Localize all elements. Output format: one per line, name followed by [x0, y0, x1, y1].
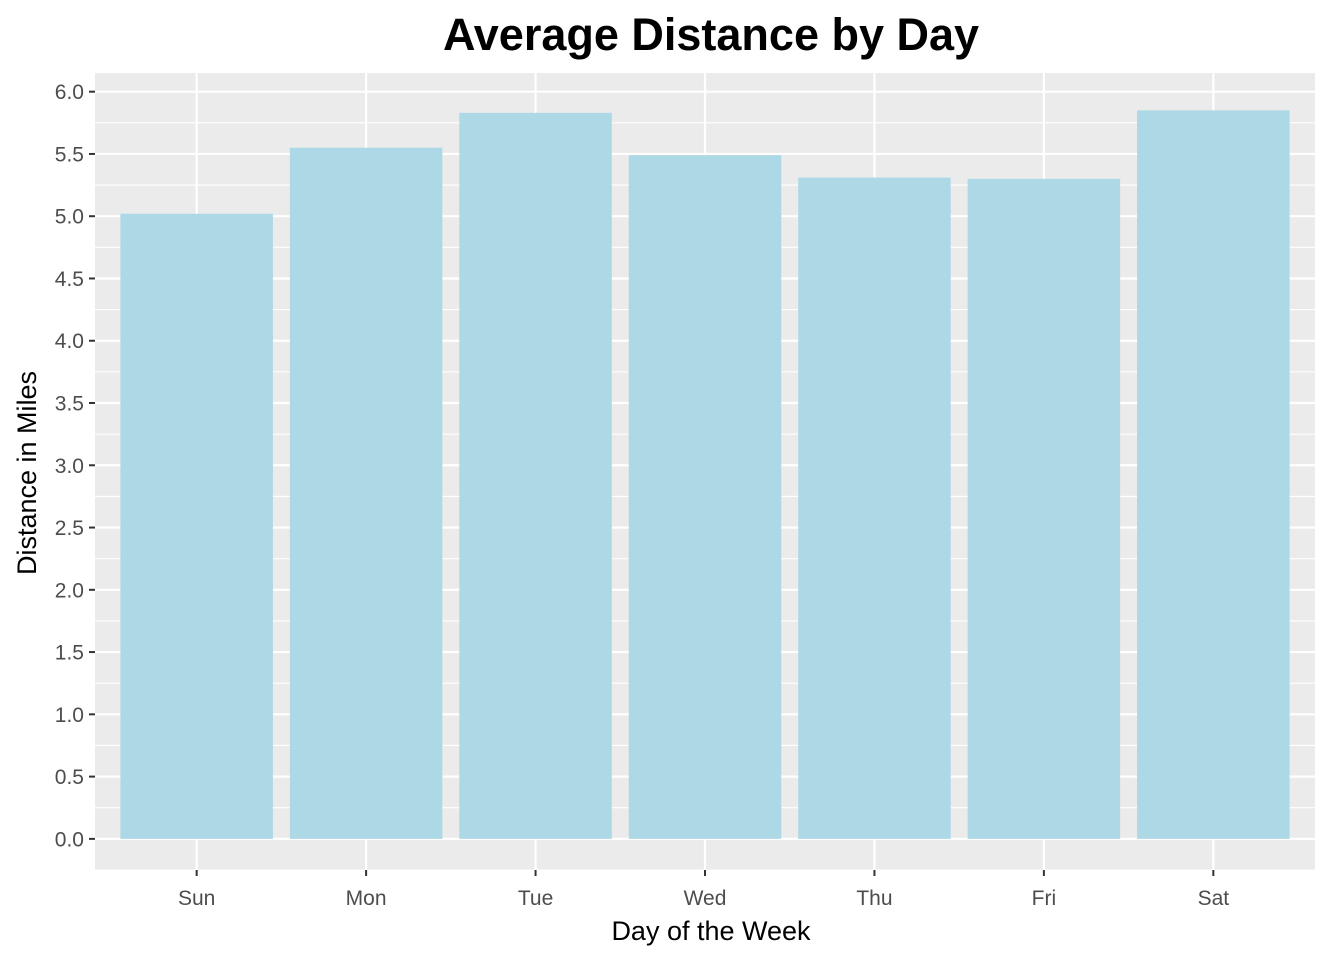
chart-title: Average Distance by Day: [443, 9, 979, 60]
y-tick-label: 6.0: [55, 81, 84, 104]
y-tick-label: 4.5: [55, 268, 84, 291]
y-tick-label: 0.0: [55, 828, 84, 851]
bar-thu: [798, 177, 951, 839]
bar-sun: [120, 213, 273, 839]
y-tick-label: 0.5: [55, 766, 84, 789]
x-tick-label: Fri: [1032, 887, 1057, 910]
bars: [120, 110, 1290, 839]
y-tick-label: 5.5: [55, 143, 84, 166]
bar-wed: [628, 155, 782, 839]
x-tick-label: Mon: [346, 887, 387, 910]
y-axis-title: Distance in Miles: [12, 371, 42, 575]
y-tick-label: 3.0: [55, 455, 84, 478]
y-tick-label: 5.0: [55, 206, 84, 229]
bar-sat: [1137, 110, 1290, 839]
y-tick-label: 2.0: [55, 579, 84, 602]
y-tick-label: 3.5: [55, 393, 84, 416]
x-tick-label: Thu: [856, 887, 892, 910]
bar-mon: [289, 147, 443, 839]
x-axis: Sun Mon Tue Wed Thu Fri Sat: [178, 870, 1229, 910]
bar-fri: [967, 178, 1121, 839]
bar-tue: [459, 112, 612, 839]
x-tick-label: Tue: [518, 887, 553, 910]
y-tick-label: 4.0: [55, 330, 84, 353]
y-tick-label: 1.5: [55, 642, 84, 665]
x-axis-title: Day of the Week: [611, 916, 811, 946]
y-axis: 0.0 0.5 1.0 1.5 2.0 2.5 3.0 3.5 4.0 4.5 5.0 5.5 6.0: [55, 81, 95, 851]
x-tick-label: Sun: [178, 887, 215, 910]
x-tick-label: Sat: [1198, 887, 1230, 910]
y-tick-label: 2.5: [55, 517, 84, 540]
x-tick-label: Wed: [684, 887, 727, 910]
y-tick-label: 1.0: [55, 704, 84, 727]
